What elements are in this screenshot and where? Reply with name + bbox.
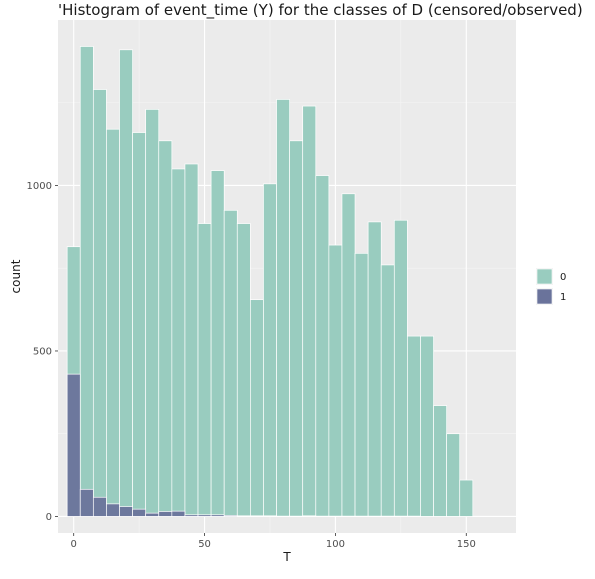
- histogram-bar-1: [211, 515, 224, 517]
- histogram-bar-1: [303, 516, 316, 517]
- y-tick-label: 0: [46, 512, 52, 523]
- histogram-bar-0: [447, 434, 460, 517]
- chart-title: 'Histogram of event_time (Y) for the cla…: [58, 0, 595, 22]
- histogram-bar-0: [93, 90, 106, 517]
- histogram-bar-0: [277, 99, 290, 516]
- x-tick-label: 150: [457, 539, 476, 550]
- histogram-bar-1: [224, 515, 237, 516]
- histogram-bar-0: [355, 253, 368, 516]
- histogram-bar-0: [159, 141, 172, 517]
- histogram-bar-0: [434, 406, 447, 517]
- legend-label-0: 0: [560, 272, 566, 283]
- histogram-bar-0: [460, 480, 473, 516]
- legend-label-1: 1: [560, 292, 566, 303]
- histogram-bar-1: [172, 511, 185, 516]
- histogram-bar-0: [198, 224, 211, 517]
- histogram-bar-0: [133, 133, 146, 517]
- histogram-bar-1: [67, 374, 80, 516]
- histogram-bar-0: [250, 300, 263, 517]
- histogram-bar-0: [290, 141, 303, 517]
- x-axis-title: T: [282, 550, 291, 564]
- histogram-bar-1: [120, 507, 133, 517]
- histogram-bar-0: [172, 169, 185, 517]
- histogram-bar-1: [80, 489, 93, 516]
- histogram-bar-0: [237, 224, 250, 517]
- histogram-bar-0: [368, 222, 381, 517]
- histogram-bar-0: [146, 109, 159, 516]
- histogram-bar-0: [420, 336, 433, 516]
- legend-key-1: [537, 289, 552, 304]
- histogram-bar-0: [106, 129, 119, 516]
- histogram-bar-1: [93, 497, 106, 516]
- histogram-bar-0: [211, 171, 224, 517]
- histogram-bar-0: [263, 184, 276, 517]
- histogram-bar-1: [159, 511, 172, 516]
- histogram-bar-0: [224, 210, 237, 516]
- histogram-bar-1: [250, 516, 263, 517]
- histogram-bar-1: [237, 516, 250, 517]
- histogram-bar-0: [80, 46, 93, 516]
- histogram-bar-0: [407, 336, 420, 516]
- x-tick-label: 0: [71, 539, 77, 550]
- histogram-bar-0: [185, 164, 198, 516]
- histogram-bar-1: [106, 504, 119, 517]
- y-tick-label: 1000: [27, 181, 52, 192]
- histogram-bar-0: [394, 220, 407, 516]
- histogram-bar-1: [198, 515, 211, 517]
- histogram-bar-0: [316, 176, 329, 517]
- legend-key-0: [537, 269, 552, 284]
- x-tick-label: 100: [326, 539, 345, 550]
- histogram-bar-1: [133, 509, 146, 516]
- histogram-bar-0: [342, 194, 355, 517]
- y-axis-title: count: [9, 259, 23, 293]
- histogram-bar-1: [146, 513, 159, 516]
- histogram-bar-0: [303, 106, 316, 516]
- histogram-bar-0: [381, 265, 394, 517]
- histogram-bar-0: [120, 50, 133, 517]
- x-tick-label: 50: [198, 539, 211, 550]
- y-tick-label: 500: [33, 346, 52, 357]
- histogram-bar-1: [185, 515, 198, 517]
- histogram-bar-0: [329, 245, 342, 516]
- histogram-bar-1: [263, 516, 276, 517]
